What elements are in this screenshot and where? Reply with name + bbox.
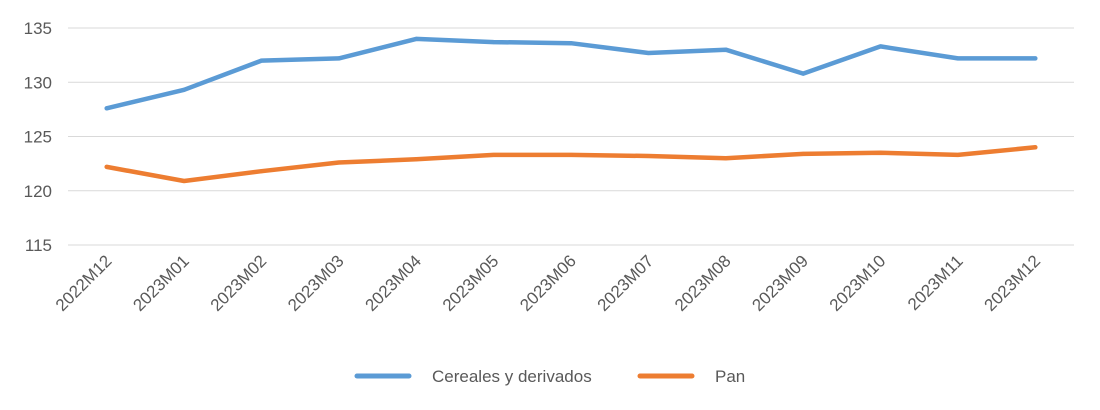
x-tick-label: 2023M05 xyxy=(439,251,503,315)
x-tick-label: 2023M02 xyxy=(207,251,271,315)
data-point xyxy=(182,87,187,92)
y-tick-label: 120 xyxy=(24,182,52,201)
x-tick-label: 2023M11 xyxy=(904,251,967,314)
x-axis-tick-labels: 2022M12 2023M01 2023M02 2023M03 2023M04 2023M… xyxy=(52,251,1044,315)
data-point xyxy=(104,164,109,169)
x-tick-label: 2023M06 xyxy=(516,251,580,315)
data-point xyxy=(491,40,496,45)
x-tick-label: 2023M03 xyxy=(284,251,348,315)
legend-item-cereales[interactable]: Cereales y derivados xyxy=(354,367,592,386)
y-tick-label: 130 xyxy=(24,73,52,92)
legend-label-cereales: Cereales y derivados xyxy=(432,367,592,386)
x-tick-label: 2023M12 xyxy=(981,251,1045,315)
data-point xyxy=(336,56,341,61)
data-point xyxy=(878,44,883,49)
series-lines xyxy=(104,36,1038,184)
data-point xyxy=(569,152,573,157)
data-point xyxy=(1033,56,1038,61)
x-tick-label: 2023M08 xyxy=(671,251,735,315)
x-tick-label: 2023M07 xyxy=(594,251,658,315)
data-point xyxy=(801,151,806,156)
y-axis-tick-labels: 115 120 125 130 135 xyxy=(24,19,52,255)
series-line-cereales xyxy=(104,36,1038,111)
legend-item-pan[interactable]: Pan xyxy=(637,367,745,386)
data-point xyxy=(723,47,728,52)
data-point xyxy=(955,56,960,61)
legend: Cereales y derivados Pan xyxy=(354,367,745,386)
y-tick-label: 115 xyxy=(25,236,52,255)
data-point xyxy=(1033,145,1038,150)
x-tick-label: 2022M12 xyxy=(52,251,116,315)
y-tick-label: 135 xyxy=(24,19,52,38)
data-point xyxy=(259,169,264,174)
x-tick-label: 2023M10 xyxy=(826,251,890,315)
series-line-pan xyxy=(104,145,1038,184)
data-point xyxy=(646,50,651,55)
x-tick-label: 2023M04 xyxy=(361,251,425,315)
data-point xyxy=(955,152,960,157)
data-point xyxy=(259,58,264,63)
data-point xyxy=(491,152,496,157)
data-point xyxy=(414,36,419,41)
data-point xyxy=(646,154,651,159)
data-point xyxy=(414,157,419,162)
data-point xyxy=(104,106,109,111)
x-tick-label: 2023M09 xyxy=(748,251,812,315)
gridlines xyxy=(68,27,1074,246)
data-point xyxy=(336,160,341,165)
data-point xyxy=(723,156,728,161)
data-point xyxy=(878,150,883,155)
data-point xyxy=(569,41,573,46)
y-tick-label: 125 xyxy=(24,128,52,147)
data-point xyxy=(801,71,806,76)
legend-label-pan: Pan xyxy=(715,367,745,386)
x-tick-label: 2023M01 xyxy=(129,251,193,315)
data-point xyxy=(182,178,187,183)
